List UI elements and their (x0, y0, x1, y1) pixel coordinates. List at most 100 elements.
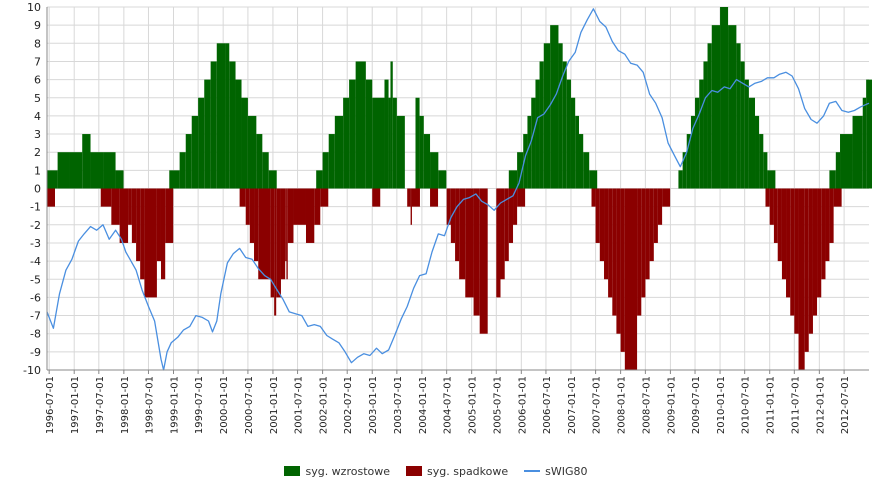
rising-signal-bar (415, 97, 420, 189)
falling-signal-bar (258, 188, 271, 280)
rising-signal-bar (216, 43, 226, 189)
rising-signal-bar (862, 97, 867, 189)
x-tick-label: 1996-07-01 (45, 376, 56, 434)
falling-signal-bar (479, 188, 488, 334)
rising-signal-bar (866, 79, 872, 189)
rising-signal-bar (334, 115, 344, 189)
falling-signal-bar (320, 188, 329, 207)
rising-signal-bar (720, 7, 729, 189)
rising-signal-bar (535, 79, 540, 189)
rising-signal-bar (558, 43, 563, 189)
rising-signal-bar (550, 25, 559, 189)
falling-signal-bar (804, 188, 809, 352)
falling-signal-bar (662, 188, 671, 207)
legend-swatch-rising (284, 466, 301, 476)
falling-signal-bar (794, 188, 799, 334)
rising-signal-bar (349, 79, 356, 189)
rising-signal-bar (566, 79, 571, 189)
falling-signal-bar (616, 188, 621, 334)
rising-signal-bar (740, 61, 745, 189)
y-tick-label: 7 (34, 55, 41, 68)
x-tick-label: 2010-01-01 (716, 376, 727, 434)
legend-item-falling[interactable]: syg. spadkowe (406, 465, 508, 478)
rising-signal-bar (328, 134, 335, 189)
rising-signal-bar (69, 152, 83, 189)
x-tick-label: 2005-01-01 (468, 376, 479, 434)
x-tick-label: 2000-01-01 (219, 376, 230, 434)
rising-signal-bar (690, 115, 696, 189)
x-tick-label: 2010-07-01 (741, 376, 752, 434)
falling-signal-bar (119, 188, 129, 243)
rising-signal-bar (583, 152, 590, 189)
y-tick-label: 4 (34, 110, 41, 123)
rising-signal-bar (90, 152, 104, 189)
falling-signal-bar (111, 188, 120, 225)
falling-signal-bar (786, 188, 791, 298)
y-tick-label: -8 (30, 328, 41, 341)
falling-signal-bar (473, 188, 480, 316)
x-axis-tick-labels: 1996-07-01 1997-01-01 1997-07-01 1998-01-01… (45, 370, 851, 434)
rising-signal-bar (678, 170, 683, 189)
x-tick-label: 2009-07-01 (691, 376, 702, 434)
rising-signal-bar (589, 170, 598, 189)
x-tick-label: 2012-01-01 (815, 376, 826, 434)
rising-signal-bar (241, 97, 248, 189)
legend-label-falling: syg. spadkowe (427, 464, 509, 478)
rising-signal-bar (852, 115, 863, 189)
falling-signal-bars (47, 188, 842, 370)
rising-signal-bar (835, 152, 841, 189)
falling-signal-bar (372, 188, 381, 207)
falling-signal-bar (128, 188, 132, 225)
falling-signal-bar (270, 188, 275, 298)
y-tick-label: 5 (34, 92, 41, 105)
rising-signal-bar (262, 152, 269, 189)
rising-signal-bar (390, 61, 393, 189)
rising-signal-bar (419, 115, 424, 189)
rising-signal-bar (562, 61, 567, 189)
falling-signal-bar (500, 188, 505, 280)
y-tick-label: 2 (34, 146, 41, 159)
x-tick-label: 2003-07-01 (393, 376, 404, 434)
x-tick-label: 2011-01-01 (766, 376, 777, 434)
rising-signal-bar (703, 61, 708, 189)
rising-signal-bar (235, 79, 242, 189)
falling-signal-bar (249, 188, 255, 243)
falling-signal-bar (407, 188, 411, 207)
y-tick-label: -6 (30, 291, 41, 304)
rising-signal-bar (384, 79, 389, 189)
falling-signal-bar (276, 188, 281, 298)
x-tick-label: 1999-07-01 (194, 376, 205, 434)
falling-signal-bar (624, 188, 638, 370)
rising-signal-bar (578, 134, 584, 189)
y-tick-label: -7 (30, 310, 41, 323)
rising-signal-bar (82, 134, 91, 189)
rising-signal-bar (517, 152, 524, 189)
rising-signal-bar (430, 152, 439, 189)
rising-signal-bar (115, 170, 124, 189)
falling-signal-bar (595, 188, 600, 243)
falling-signal-bar (239, 188, 246, 207)
falling-signal-bar (608, 188, 613, 298)
rising-signal-bar (575, 115, 579, 189)
x-tick-label: 2007-07-01 (592, 376, 603, 434)
y-tick-label: 0 (34, 183, 41, 196)
legend-item-rising[interactable]: syg. wzrostowe (284, 465, 390, 478)
rising-signal-bar (210, 61, 217, 189)
rising-signal-bar (531, 97, 536, 189)
rising-signal-bar (355, 61, 366, 189)
falling-signal-bar (245, 188, 250, 225)
rising-signal-bar (322, 152, 329, 189)
rising-signal-bar (198, 97, 205, 189)
falling-signal-bar (637, 188, 642, 316)
falling-signal-bar (513, 188, 518, 225)
legend-item-swig80[interactable]: sWIG80 (524, 465, 588, 478)
falling-signal-bar (599, 188, 605, 262)
falling-signal-bar (165, 188, 174, 243)
x-tick-label: 2008-07-01 (641, 376, 652, 434)
falling-signal-bar (280, 188, 286, 280)
falling-signal-bar (100, 188, 112, 207)
y-tick-label: 9 (34, 19, 41, 32)
x-tick-label: 1999-01-01 (170, 376, 181, 434)
